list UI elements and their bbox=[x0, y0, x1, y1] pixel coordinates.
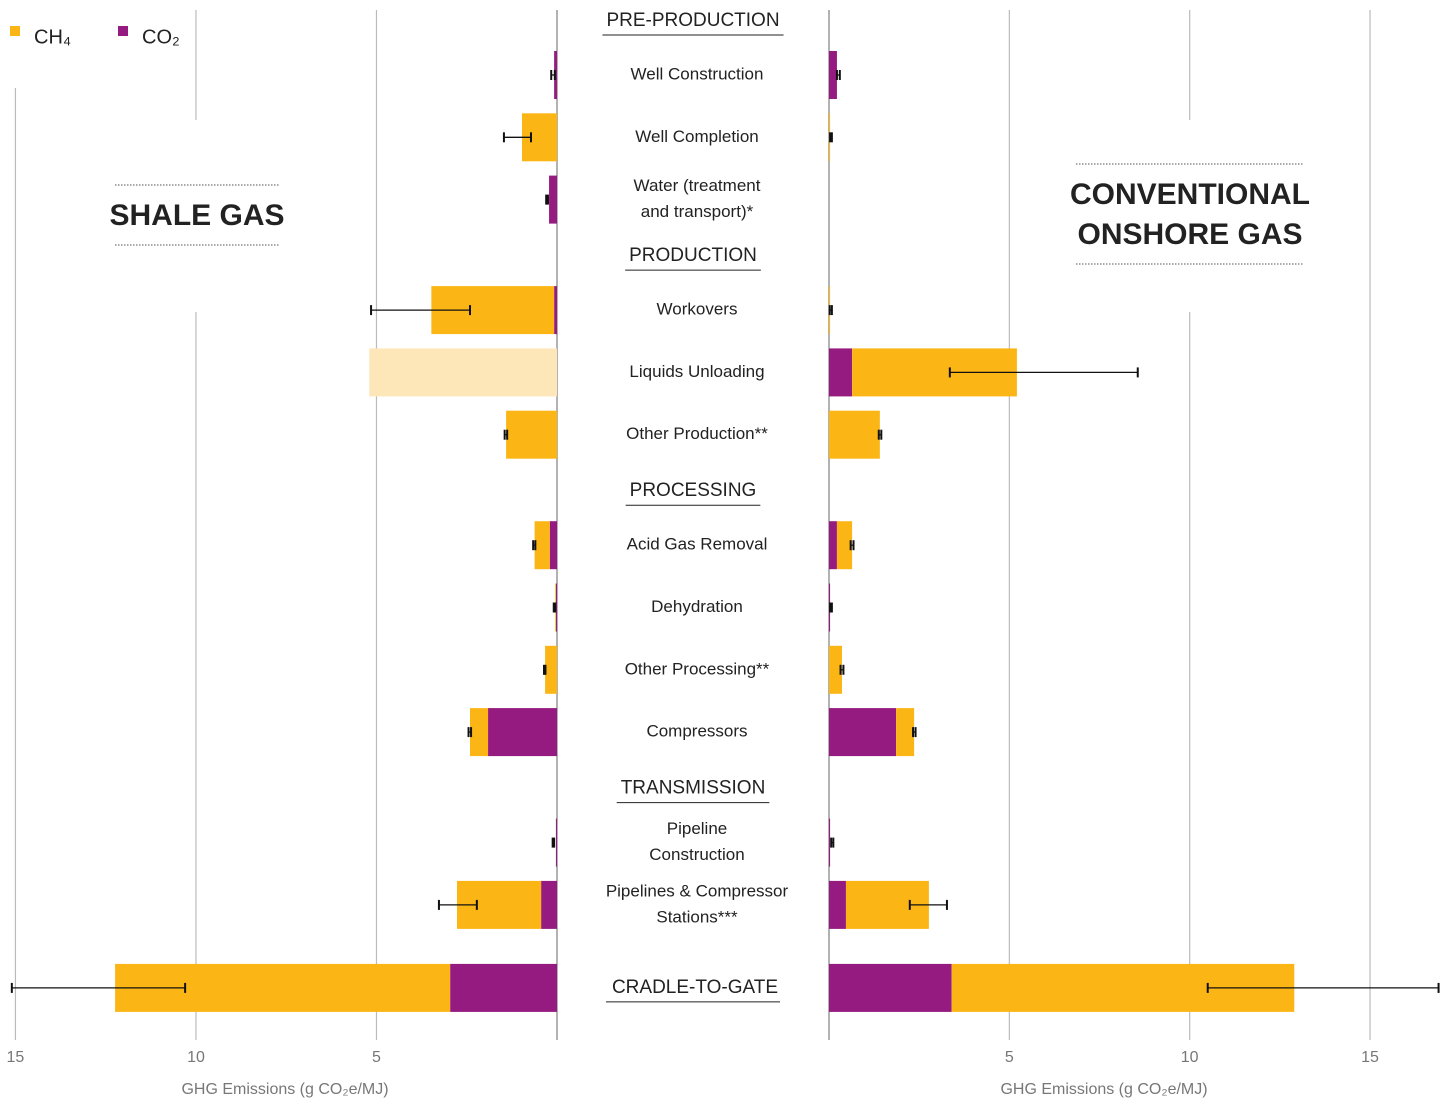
category-label: Well Completion bbox=[635, 127, 758, 146]
error-bar bbox=[543, 664, 547, 675]
category-label: Dehydration bbox=[651, 597, 743, 616]
category-label: Pipelines & Compressor bbox=[606, 881, 789, 900]
error-bar bbox=[1206, 982, 1440, 993]
panel-title: ONSHORE GAS bbox=[1077, 218, 1302, 251]
x-tick-label: 5 bbox=[1005, 1049, 1014, 1066]
bar bbox=[896, 708, 915, 757]
bar bbox=[541, 880, 557, 929]
legend-swatch bbox=[118, 26, 128, 36]
bar bbox=[549, 175, 557, 224]
bar bbox=[488, 708, 557, 757]
x-tick-label: 5 bbox=[372, 1049, 381, 1066]
bar bbox=[829, 348, 853, 397]
panel-title: CONVENTIONAL bbox=[1070, 178, 1310, 211]
error-bar bbox=[877, 429, 883, 440]
section-header: PRE-PRODUCTION bbox=[606, 10, 779, 31]
bar bbox=[829, 963, 952, 1012]
legend-label: CH₄ bbox=[34, 26, 71, 48]
error-bar bbox=[912, 727, 917, 738]
category-label: Workovers bbox=[657, 300, 738, 319]
panel-title: SHALE GAS bbox=[109, 199, 284, 232]
bar bbox=[506, 410, 557, 459]
legend-label: CO₂ bbox=[142, 26, 180, 48]
bar bbox=[836, 521, 853, 570]
bar bbox=[369, 348, 557, 397]
bar bbox=[829, 51, 837, 99]
x-axis-label: GHG Emissions (g CO₂e/MJ) bbox=[1000, 1081, 1207, 1098]
bar bbox=[549, 521, 557, 570]
bar bbox=[829, 521, 837, 570]
category-label: Well Construction bbox=[631, 64, 764, 83]
section-header: TRANSMISSION bbox=[621, 778, 766, 799]
error-bar bbox=[830, 837, 835, 848]
category-label: Compressors bbox=[646, 722, 747, 741]
error-bar bbox=[828, 305, 833, 316]
error-bar bbox=[839, 664, 845, 675]
category-label: Acid Gas Removal bbox=[627, 535, 768, 554]
bar bbox=[450, 963, 557, 1012]
x-tick-label: 15 bbox=[7, 1049, 25, 1066]
x-tick-label: 15 bbox=[1361, 1049, 1379, 1066]
bar bbox=[829, 708, 897, 757]
legend-swatch bbox=[10, 26, 20, 36]
category-label: Stations*** bbox=[656, 907, 738, 926]
error-bar bbox=[552, 602, 557, 613]
category-label: Construction bbox=[649, 845, 744, 864]
category-label: Water (treatment bbox=[634, 176, 761, 195]
category-label: Liquids Unloading bbox=[629, 362, 764, 381]
category-label: Other Processing** bbox=[625, 659, 770, 678]
error-bar bbox=[948, 367, 1139, 378]
error-bar bbox=[532, 540, 537, 551]
mask bbox=[1068, 120, 1313, 312]
bar bbox=[829, 880, 846, 929]
mask bbox=[0, 0, 100, 88]
error-bar bbox=[829, 602, 833, 613]
category-label: Other Production** bbox=[626, 424, 768, 443]
error-bar bbox=[545, 194, 549, 205]
bar bbox=[829, 410, 880, 459]
section-header: PRODUCTION bbox=[629, 245, 757, 266]
section-header: PROCESSING bbox=[630, 480, 757, 501]
bar bbox=[555, 818, 557, 867]
bar bbox=[554, 286, 557, 335]
error-bar bbox=[835, 70, 841, 80]
error-bar bbox=[551, 837, 556, 848]
error-bar bbox=[829, 132, 833, 143]
bar bbox=[469, 708, 489, 757]
bar bbox=[555, 583, 557, 632]
category-label: Pipeline bbox=[667, 819, 728, 838]
bar bbox=[534, 521, 550, 570]
bar bbox=[545, 645, 557, 694]
error-bar bbox=[437, 899, 478, 910]
error-bar bbox=[503, 429, 509, 440]
error-bar bbox=[370, 305, 471, 316]
bar bbox=[829, 818, 831, 867]
mask bbox=[105, 120, 290, 312]
error-bar bbox=[467, 727, 473, 738]
bar bbox=[829, 645, 842, 694]
category-label: and transport)* bbox=[641, 202, 754, 221]
x-axis-label: GHG Emissions (g CO₂e/MJ) bbox=[181, 1081, 388, 1098]
error-bar bbox=[10, 982, 187, 993]
x-tick-label: 10 bbox=[187, 1049, 205, 1066]
error-bar bbox=[502, 132, 533, 143]
error-bar bbox=[550, 70, 556, 80]
error-bar bbox=[908, 899, 948, 910]
error-bar bbox=[849, 540, 855, 551]
total-label: CRADLE-TO-GATE bbox=[612, 977, 778, 998]
x-tick-label: 10 bbox=[1181, 1049, 1199, 1066]
